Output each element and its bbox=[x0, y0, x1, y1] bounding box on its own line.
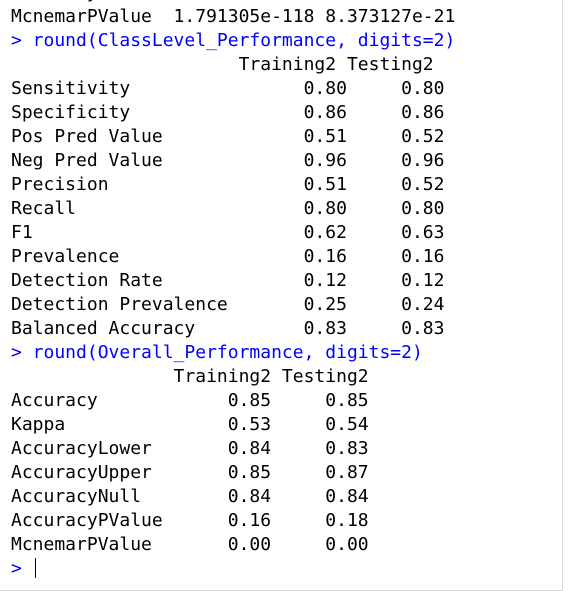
console-output-line: Accuracy 0.85 0.85 bbox=[11, 390, 369, 411]
console-output-line: Pos Pred Value 0.51 0.52 bbox=[11, 126, 445, 147]
console-output-line: AccuracyPValue 0.16 0.18 bbox=[11, 510, 369, 531]
console-input-line[interactable]: > bbox=[11, 557, 562, 581]
console-output-line: Prevalence 0.16 0.16 bbox=[11, 246, 445, 267]
console-output-line: McnemarPValue 0.00 0.00 bbox=[11, 534, 369, 555]
console-output-line: Neg Pred Value 0.96 0.96 bbox=[11, 150, 445, 171]
console-output-line: Recall 0.80 0.80 bbox=[11, 198, 445, 219]
console-output-line: Kappa 0.53 0.54 bbox=[11, 414, 369, 435]
console-output-line: Precision 0.51 0.52 bbox=[11, 174, 445, 195]
console-output-line: F1 0.62 0.63 bbox=[11, 222, 445, 243]
console-output-line: AccuracyUpper 0.85 0.87 bbox=[11, 462, 369, 483]
console-command-line: > round(ClassLevel_Performance, digits=2… bbox=[11, 30, 456, 51]
text-cursor bbox=[34, 558, 36, 578]
console-command-line: > round(Overall_Performance, digits=2) bbox=[11, 342, 423, 363]
console-output-line: y bbox=[11, 0, 562, 5]
console-output-line: Training2 Testing2 bbox=[11, 54, 434, 75]
console-output-line: Balanced Accuracy 0.83 0.83 bbox=[11, 318, 445, 339]
console-output-line: Detection Rate 0.12 0.12 bbox=[11, 270, 445, 291]
console-output-line: AccuracyLower 0.84 0.83 bbox=[11, 438, 369, 459]
console-output-line: AccuracyNull 0.84 0.84 bbox=[11, 486, 369, 507]
console-output: yMcnemarPValue 1.791305e-118 8.373127e-2… bbox=[11, 0, 562, 557]
console-output-line: Detection Prevalence 0.25 0.24 bbox=[11, 294, 445, 315]
console-output-line: McnemarPValue 1.791305e-118 8.373127e-21 bbox=[11, 6, 456, 27]
prompt-symbol: > bbox=[11, 558, 22, 579]
console-output-line: Sensitivity 0.80 0.80 bbox=[11, 78, 445, 99]
console-output-line: Specificity 0.86 0.86 bbox=[11, 102, 445, 123]
r-console[interactable]: yMcnemarPValue 1.791305e-118 8.373127e-2… bbox=[0, 0, 563, 591]
console-output-line: Training2 Testing2 bbox=[11, 366, 369, 387]
